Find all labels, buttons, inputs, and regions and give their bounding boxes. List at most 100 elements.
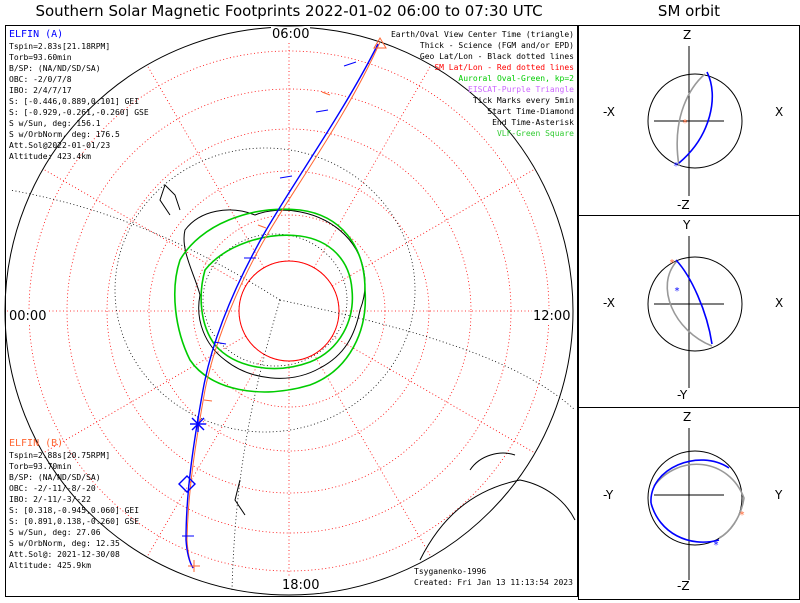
elfin-b-center-triangle [373,37,387,49]
sm-meridian [313,354,432,558]
svg-text:*: * [682,118,688,129]
auroral-oval-inner [200,234,354,370]
elfin-a-info-line: S w/OrbNorm, deg: 176.5 [9,130,120,139]
axis-left-xy: -X [603,296,615,310]
legend-item: Tick Marks every 5min [472,96,574,105]
elfin-a-header: ELFIN (A) [9,29,64,40]
model-label: Tsyganenko-1996 [414,567,487,576]
axis-top-yz: Z [683,410,692,424]
sm-meridian [42,168,246,287]
axis-bottom-xz: -Z [677,198,690,212]
legend-item: EISCAT-Purple Triangle [468,85,574,94]
svg-text:*: * [713,540,719,551]
footprint-map [4,26,576,596]
elfin-b-info: ELFIN (B) Tspin=2.88s[20.75RPM] Torb=93.7… [9,438,139,571]
geo-lat-circle [202,233,348,367]
elfin-a-info-line: Torb=93.60min [9,53,72,62]
created-label: Created: Fri Jan 13 11:13:54 2023 [414,578,573,587]
elfin-b-info-line: Altitude: 425.9km [9,561,91,570]
legend: Earth/Oval View Center Time (triangle) Th… [391,29,574,139]
orbit-panel-title: SM orbit [657,2,721,20]
elfin-b-info-line: S w/Sun, deg: 27.06 [9,528,101,537]
legend-item: Earth/Oval View Center Time (triangle) [390,30,574,39]
axis-right-xz: X [775,105,784,119]
auroral-oval [174,208,367,393]
credits: Tsyganenko-1996 Created: Fri Jan 13 11:1… [414,566,573,588]
elfin-b-end-asterisk [188,560,200,572]
svg-text:*: * [739,510,745,521]
clock-label-bottom: 18:00 [281,578,321,593]
axis-right-yz: Y [775,488,783,502]
axis-bottom-xy: -Y [677,388,688,402]
sm-meridian [42,335,246,454]
clock-label-right: 12:00 [532,309,572,324]
legend-item: Thick - Science (FGM and/or EPD) [419,41,574,50]
elfin-a-info-line: Altitude: 423.4km [9,152,91,161]
elfin-b-info-line: IBO: 2/-11/-3/-22 [9,495,91,504]
geo-meridian [279,299,576,411]
clock-label-top: 06:00 [271,27,311,42]
legend-item: SM Lat/Lon - Red dotted lines [434,63,574,72]
page-title: Southern Solar Magnetic Footprints 2022-… [35,2,543,20]
elfin-a-info-line: B/SP: (NA/ND/SD/SA) [9,64,101,73]
elfin-a-start-diamond [178,475,196,493]
sm-lat-circle [238,260,340,362]
continent-outlines [159,184,576,561]
legend-item: End Time-Asterisk [492,118,574,127]
elfin-b-info-line: Tspin=2.88s[20.75RPM] [9,451,111,460]
sm-meridian [313,64,432,268]
elfin-a-info-line: OBC: -2/0/7/8 [9,75,72,84]
elfin-a-info-line: S: [-0.929,-0.261,-0.260] GSE [9,108,149,117]
australia-outline [419,479,576,561]
elfin-b-info-line: S w/OrbNorm, deg: 12.35 [9,539,120,548]
orbit-plot-yz: * * [647,428,745,580]
elfin-b-ticks [203,91,331,402]
auroral-oval-outer [174,208,367,393]
sm-meridian [146,354,265,558]
orbit-panel-xy: * * Y -Y -X X [578,215,800,408]
legend-item: Start Time-Diamond [487,107,574,116]
sm-meridian [332,168,536,287]
elfin-a-info-line: IBO: 2/4/7/17 [9,86,72,95]
orbit-plot-xy: * * [647,236,743,388]
elfin-b-info-line: Att.Sol@: 2021-12-30/08 [9,550,120,559]
elfin-a-start-asterisk [190,416,206,432]
elfin-a-info-line: S w/Sun, deg: 156.1 [9,119,101,128]
sm-lat-circle [106,128,472,494]
clock-label-left: 00:00 [8,309,48,324]
axis-left-xz: -X [603,105,615,119]
elfin-b-info-line: OBC: -2/-11/-8/-20 [9,484,96,493]
elfin-a-info: ELFIN (A) Tspin=2.83s[21.18RPM] Torb=93.6… [9,29,149,162]
axis-top-xy: Y [683,218,691,232]
elfin-b-info-line: Torb=93.70min [9,462,72,471]
axis-bottom-yz: -Z [677,579,690,593]
elfin-a-info-line: S: [-0.446,0.889,0.101] GEI [9,97,140,106]
sm-inner-circle [238,260,340,362]
elfin-b-track [186,41,381,569]
legend-item: Geo Lat/Lon - Black dotted lines [419,52,574,61]
svg-text:*: * [669,258,675,269]
elfin-a-ticks [182,61,357,537]
orbit-panel-yz: * * Z -Z -Y Y [578,407,800,600]
coast-outline [234,479,246,516]
orbit-plot-xz: * * [647,46,743,196]
legend-item: Auroral Oval-Green, kp=2 [458,74,574,83]
geo-lat-circle [114,147,416,433]
sm-meridian [332,335,536,454]
sm-meridians [5,27,573,595]
elfin-a-info-line: Tspin=2.83s[21.18RPM] [9,42,111,51]
legend-item: VLF-Green Square [496,129,574,138]
elfin-b-info-line: S: [0.891,0.138,-0.260] GSE [9,517,140,526]
sm-meridian [146,64,265,268]
svg-text:*: * [674,286,680,297]
axis-right-xy: X [775,296,784,310]
sm-lat-circle [148,170,430,452]
antarctica-outline [183,209,366,379]
svg-text:*: * [673,161,679,172]
elfin-a-track [185,43,379,569]
elfin-b-header: ELFIN (B) [9,438,64,449]
peninsula-outline [159,184,181,216]
elfin-b-info-line: B/SP: (NA/ND/SD/SA) [9,473,101,482]
geo-meridian [9,189,281,301]
elfin-a-info-line: Att.Sol@2022-01-01/23 [9,141,111,150]
